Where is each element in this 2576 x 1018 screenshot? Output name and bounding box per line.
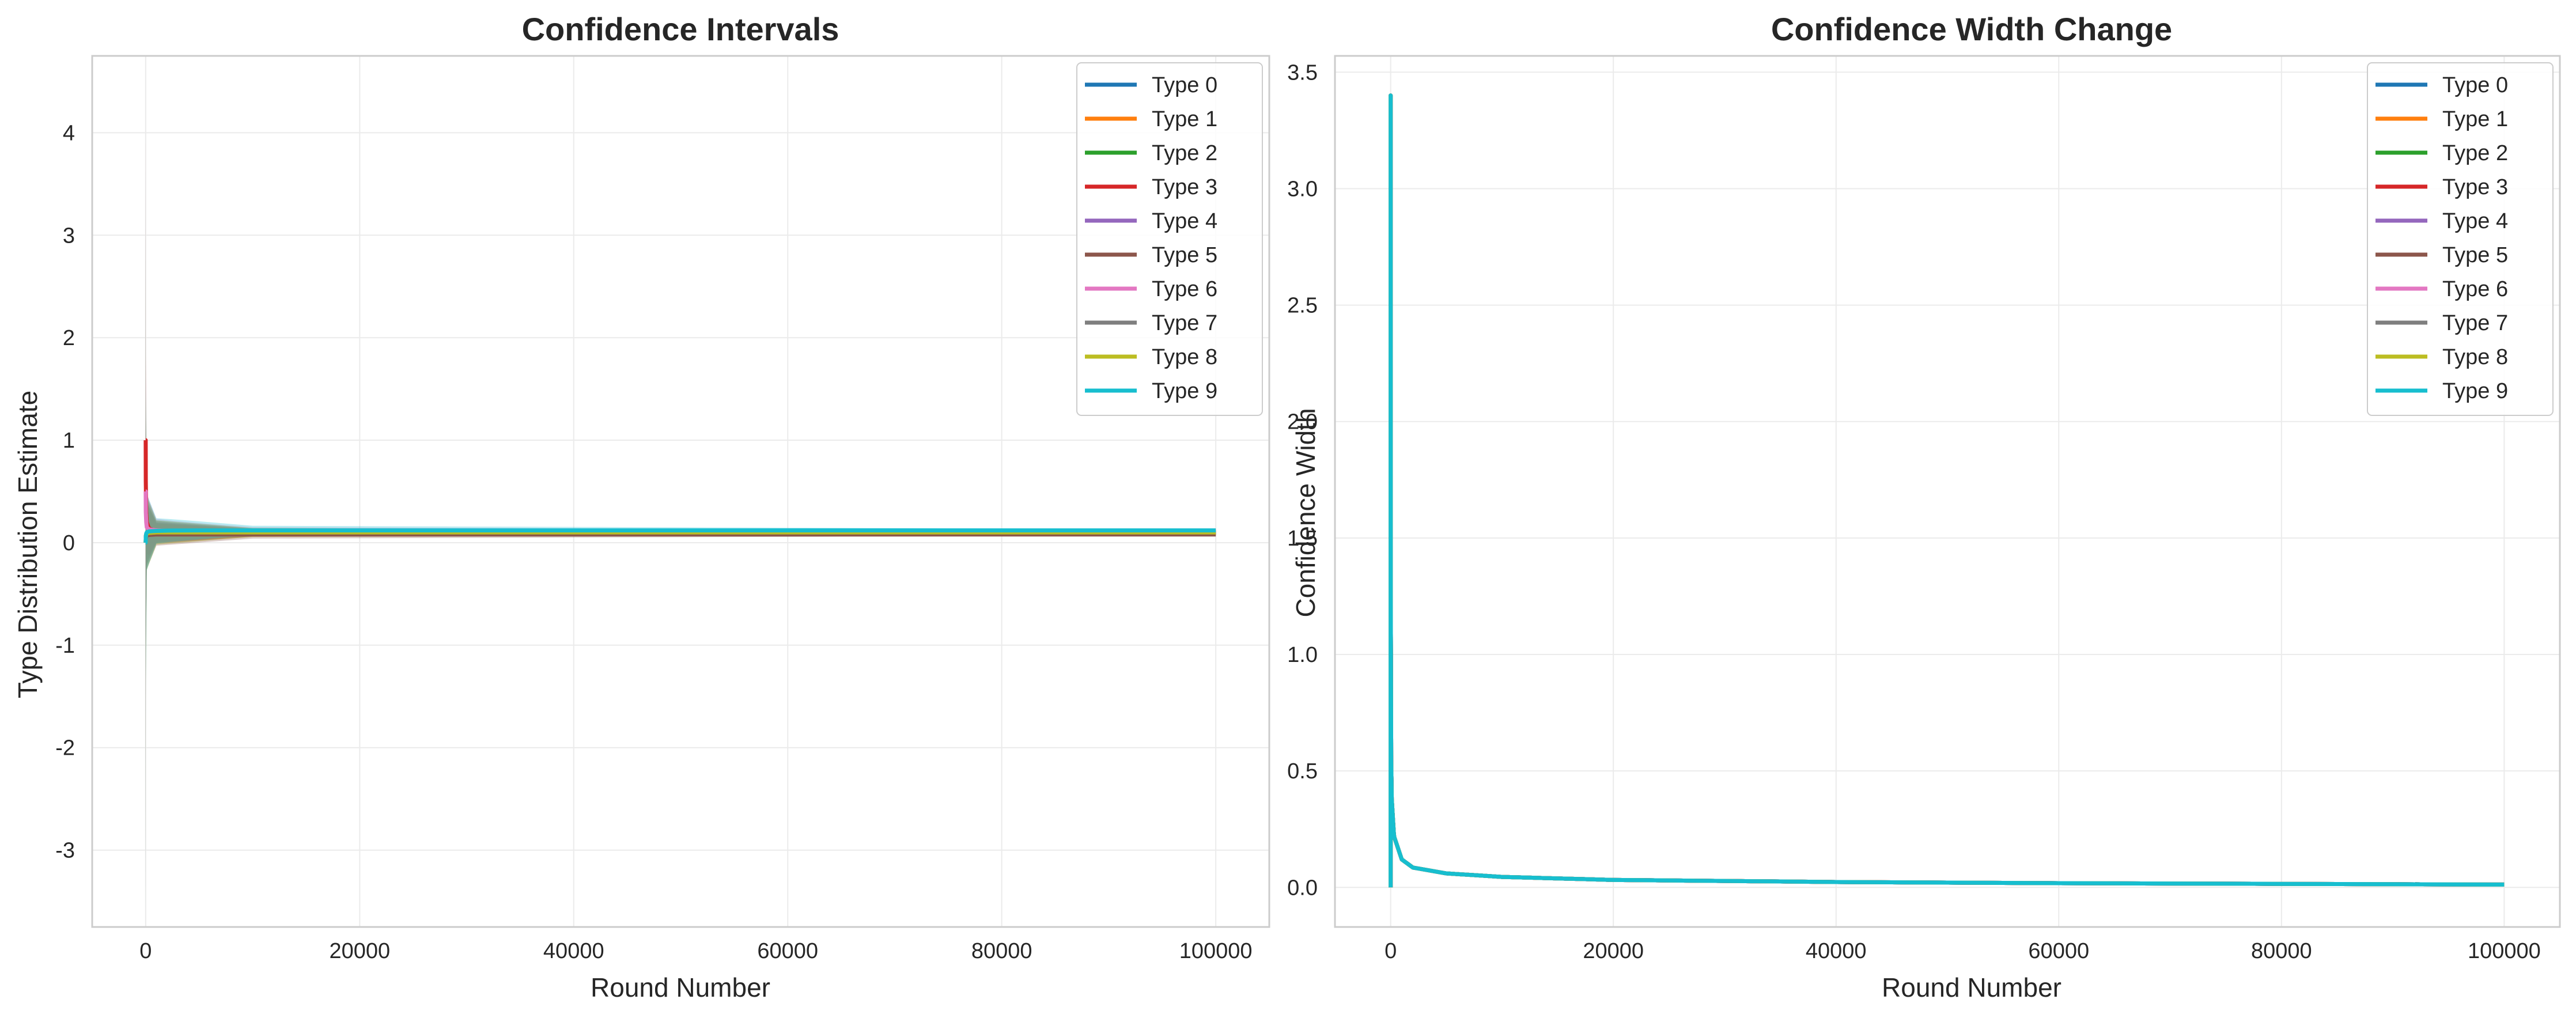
y-tick-label: 1.5 bbox=[1287, 527, 1318, 551]
x-tick-label: 0 bbox=[139, 939, 152, 963]
x-tick-label: 60000 bbox=[2028, 939, 2089, 963]
series-lines bbox=[143, 438, 1216, 545]
y-tick-label: 0 bbox=[63, 531, 75, 555]
legend-label: Type 6 bbox=[2442, 277, 2508, 301]
confidence-width-panel: Confidence Width Change Round Number Con… bbox=[1287, 11, 2561, 1002]
legend-label: Type 3 bbox=[2442, 175, 2508, 199]
legend-label: Type 4 bbox=[1152, 209, 1217, 233]
plot-frame bbox=[1334, 55, 2561, 928]
y-tick-label: 0.5 bbox=[1287, 759, 1318, 784]
series-line bbox=[143, 489, 1216, 533]
y-tick-label: 4 bbox=[63, 121, 75, 145]
legend-label: Type 9 bbox=[2442, 379, 2508, 403]
legend-label: Type 9 bbox=[1152, 379, 1217, 403]
x-tick-label: 100000 bbox=[1179, 939, 1253, 963]
x-tick-label: 100000 bbox=[2468, 939, 2541, 963]
x-tick-label: 0 bbox=[1385, 939, 1397, 963]
legend-label: Type 3 bbox=[1152, 175, 1217, 199]
legend-label: Type 8 bbox=[1152, 345, 1217, 369]
series-lines bbox=[1389, 93, 2505, 888]
x-axis-label: Round Number bbox=[1882, 972, 2061, 1002]
y-tick-label: 1 bbox=[63, 429, 75, 453]
series-line bbox=[1389, 93, 2505, 888]
series-line bbox=[1389, 93, 2505, 888]
y-tick-label: 2.5 bbox=[1287, 294, 1318, 318]
plot-frame bbox=[91, 55, 1270, 928]
x-tick-label: 40000 bbox=[1806, 939, 1867, 963]
legend-label: Type 6 bbox=[1152, 277, 1217, 301]
series-line bbox=[1389, 93, 2505, 888]
x-tick-label: 40000 bbox=[543, 939, 604, 963]
legend-label: Type 8 bbox=[2442, 345, 2508, 369]
chart-title: Confidence Intervals bbox=[522, 11, 839, 47]
series-line bbox=[1389, 93, 2505, 888]
chart-title: Confidence Width Change bbox=[1771, 11, 2172, 47]
x-tick-label: 20000 bbox=[329, 939, 390, 963]
legend-label: Type 1 bbox=[1152, 107, 1217, 131]
y-tick-label: 3.5 bbox=[1287, 60, 1318, 85]
x-tick-label: 80000 bbox=[2251, 939, 2312, 963]
y-tick-label: 3.0 bbox=[1287, 177, 1318, 201]
y-tick-label: -2 bbox=[55, 736, 75, 760]
y-tick-label: 2 bbox=[63, 326, 75, 350]
series-line bbox=[1389, 93, 2505, 888]
legend-label: Type 7 bbox=[1152, 311, 1217, 335]
y-tick-label: -1 bbox=[55, 634, 75, 658]
legend-label: Type 5 bbox=[1152, 243, 1217, 267]
series-line bbox=[143, 528, 1216, 545]
y-tick-label: 3 bbox=[63, 224, 75, 248]
grid bbox=[1335, 56, 2560, 927]
legend-label: Type 0 bbox=[1152, 73, 1217, 97]
series-line bbox=[1389, 93, 2505, 888]
x-tick-label: 20000 bbox=[1583, 939, 1644, 963]
legend-label: Type 5 bbox=[2442, 243, 2508, 267]
confidence-band bbox=[145, 133, 1216, 850]
series-line bbox=[1389, 93, 2505, 888]
tick-labels: 0 20000 40000 60000 80000 100000 0.0 0.5 1.0 1.5 2… bbox=[1287, 60, 2541, 963]
series-line bbox=[1389, 93, 2505, 888]
series-line bbox=[1389, 93, 2505, 888]
y-axis-label: Confidence Width bbox=[1291, 408, 1321, 617]
legend: Type 0 Type 1 Type 2 Type 3 Type 4 Type 5 Type… bbox=[1076, 62, 1263, 416]
legend-label: Type 0 bbox=[2442, 73, 2508, 97]
legend: Type 0 Type 1 Type 2 Type 3 Type 4 Type 5 Type… bbox=[2367, 62, 2554, 416]
y-tick-label: 2.0 bbox=[1287, 410, 1318, 434]
confidence-intervals-panel: Confidence Intervals Round Number Type D… bbox=[13, 11, 1270, 1002]
x-tick-label: 60000 bbox=[757, 939, 818, 963]
y-tick-label: 0.0 bbox=[1287, 876, 1318, 900]
series-line bbox=[143, 438, 1216, 535]
series-line bbox=[1389, 93, 2505, 888]
legend-label: Type 2 bbox=[2442, 141, 2508, 165]
y-axis-label: Type Distribution Estimate bbox=[13, 391, 43, 698]
y-tick-label: 1.0 bbox=[1287, 643, 1318, 667]
legend-label: Type 2 bbox=[1152, 141, 1217, 165]
legend-label: Type 1 bbox=[2442, 107, 2508, 131]
x-tick-label: 80000 bbox=[971, 939, 1032, 963]
x-axis-label: Round Number bbox=[591, 972, 770, 1002]
legend-label: Type 7 bbox=[2442, 311, 2508, 335]
legend-label: Type 4 bbox=[2442, 209, 2508, 233]
series-line bbox=[143, 532, 1216, 545]
y-tick-label: -3 bbox=[55, 839, 75, 863]
tick-labels: 0 20000 40000 60000 80000 100000 -3 -2 -1 0 1 2 3 4 bbox=[55, 121, 1252, 963]
